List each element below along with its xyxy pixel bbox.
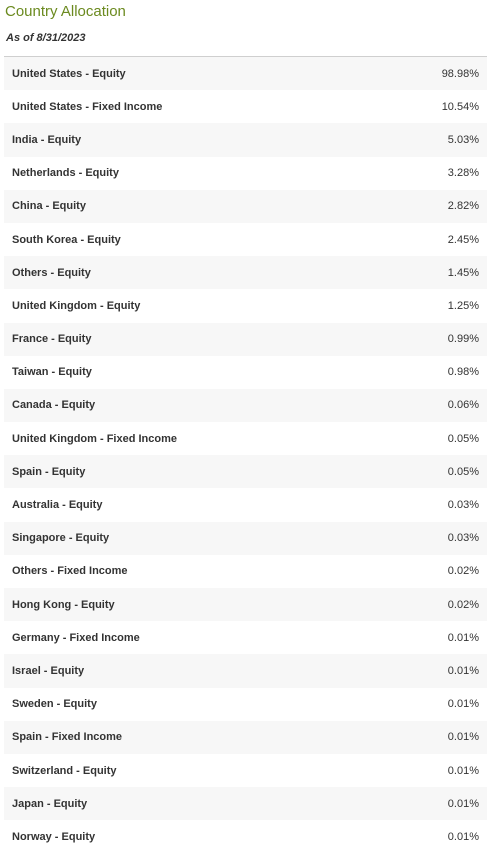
table-row: United States - Fixed Income 10.54% bbox=[4, 90, 487, 124]
row-label: Japan - Equity bbox=[12, 797, 88, 810]
table-row: Canada - Equity 0.06% bbox=[4, 388, 487, 423]
row-value: 0.01% bbox=[447, 664, 479, 677]
row-label: Spain - Fixed Income bbox=[12, 731, 123, 744]
table-row: Taiwan - Equity 0.98% bbox=[4, 355, 487, 389]
table-row: France - Equity 0.99% bbox=[4, 322, 487, 356]
table-row: Israel - Equity 0.01% bbox=[4, 654, 487, 688]
row-value: 0.01% bbox=[447, 830, 479, 843]
table-row: Australia - Equity 0.03% bbox=[4, 488, 487, 522]
row-label: Taiwan - Equity bbox=[12, 366, 92, 379]
row-value: 10.54% bbox=[441, 100, 479, 113]
table-row: India - Equity 5.03% bbox=[4, 123, 487, 157]
row-value: 0.01% bbox=[447, 731, 479, 744]
table-row: Spain - Fixed Income 0.01% bbox=[4, 720, 487, 754]
table-row: South Korea - Equity 2.45% bbox=[4, 222, 487, 257]
row-value: 0.03% bbox=[447, 532, 479, 545]
row-label: Others - Equity bbox=[12, 266, 91, 279]
table-row: Hong Kong - Equity 0.02% bbox=[4, 588, 487, 622]
table-row: Singapore - Equity 0.03% bbox=[4, 521, 487, 555]
table-row: United Kingdom - Fixed Income 0.05% bbox=[4, 422, 487, 456]
table-row: Norway - Equity 0.01% bbox=[4, 820, 487, 854]
table-row: United Kingdom - Equity 1.25% bbox=[4, 289, 487, 323]
row-label: France - Equity bbox=[12, 333, 92, 346]
row-value: 0.05% bbox=[447, 432, 479, 445]
row-label: United States - Fixed Income bbox=[12, 100, 163, 113]
row-value: 0.01% bbox=[447, 631, 479, 644]
row-value: 1.45% bbox=[447, 266, 479, 279]
row-value: 98.98% bbox=[441, 67, 479, 80]
table-row: China - Equity 2.82% bbox=[4, 189, 487, 223]
row-label: Switzerland - Equity bbox=[12, 764, 117, 777]
row-label: Hong Kong - Equity bbox=[12, 598, 115, 611]
row-label: China - Equity bbox=[12, 200, 86, 213]
row-value: 5.03% bbox=[447, 133, 479, 146]
row-label: Netherlands - Equity bbox=[12, 167, 119, 180]
row-label: Israel - Equity bbox=[12, 664, 85, 677]
row-value: 0.98% bbox=[447, 366, 479, 379]
allocation-header: Country Allocation As of 8/31/2023 bbox=[0, 0, 495, 57]
row-value: 0.03% bbox=[447, 499, 479, 512]
row-label: Norway - Equity bbox=[12, 830, 96, 843]
row-value: 2.82% bbox=[447, 200, 479, 213]
row-label: United Kingdom - Fixed Income bbox=[12, 432, 178, 445]
table-row: Others - Equity 1.45% bbox=[4, 256, 487, 290]
row-value: 2.45% bbox=[447, 233, 479, 246]
table-row: Switzerland - Equity 0.01% bbox=[4, 753, 487, 788]
table-row: Germany - Fixed Income 0.01% bbox=[4, 621, 487, 655]
row-value: 1.25% bbox=[447, 299, 479, 312]
row-label: Germany - Fixed Income bbox=[12, 631, 140, 644]
row-label: Spain - Equity bbox=[12, 465, 86, 478]
row-value: 0.02% bbox=[447, 565, 479, 578]
row-label: South Korea - Equity bbox=[12, 233, 121, 246]
row-value: 0.06% bbox=[447, 399, 479, 412]
row-value: 0.01% bbox=[447, 698, 479, 711]
as-of-date: As of 8/31/2023 bbox=[6, 32, 86, 44]
row-value: 0.99% bbox=[447, 333, 479, 346]
row-value: 3.28% bbox=[447, 167, 479, 180]
row-label: India - Equity bbox=[12, 133, 82, 146]
table-row: Netherlands - Equity 3.28% bbox=[4, 156, 487, 190]
table-row: Sweden - Equity 0.01% bbox=[4, 687, 487, 721]
row-label: Sweden - Equity bbox=[12, 698, 97, 711]
table-row: Japan - Equity 0.01% bbox=[4, 787, 487, 821]
row-value: 0.01% bbox=[447, 797, 479, 810]
row-label: Singapore - Equity bbox=[12, 532, 110, 545]
row-label: Others - Fixed Income bbox=[12, 565, 128, 578]
table-row: United States - Equity 98.98% bbox=[4, 57, 487, 91]
row-value: 0.02% bbox=[447, 598, 479, 611]
row-label: Australia - Equity bbox=[12, 499, 103, 512]
header-divider bbox=[4, 56, 487, 57]
row-label: Canada - Equity bbox=[12, 399, 96, 412]
page-title: Country Allocation bbox=[5, 3, 126, 20]
row-value: 0.05% bbox=[447, 465, 479, 478]
row-label: United States - Equity bbox=[12, 67, 126, 80]
country-allocation-table: United States - Equity 98.98% United State… bbox=[4, 57, 487, 854]
row-label: United Kingdom - Equity bbox=[12, 299, 141, 312]
row-value: 0.01% bbox=[447, 764, 479, 777]
table-row: Others - Fixed Income 0.02% bbox=[4, 554, 487, 588]
table-row: Spain - Equity 0.05% bbox=[4, 455, 487, 489]
